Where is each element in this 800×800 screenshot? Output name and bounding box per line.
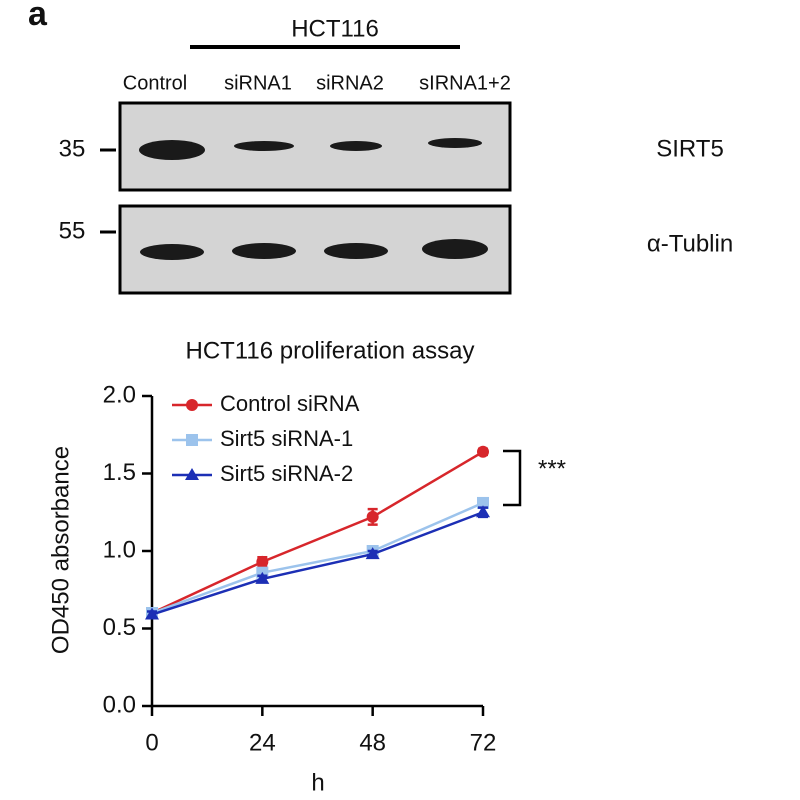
x-axis-label: h	[311, 769, 324, 796]
x-tick-label: 0	[145, 729, 158, 756]
legend-label: Sirt5 siRNA-2	[220, 461, 353, 486]
mw-marker: 55	[59, 217, 86, 244]
protein-label: α-Tublin	[647, 230, 733, 257]
series-line	[151, 450, 484, 615]
x-tick-label: 24	[249, 729, 276, 756]
y-tick-label: 1.5	[103, 459, 136, 486]
y-axis-label: OD450 absorbance	[47, 446, 74, 654]
chart-title: HCT116 proliferation assay	[185, 337, 474, 364]
x-tick-label: 48	[359, 729, 386, 756]
series-line	[151, 501, 484, 615]
y-tick-label: 0.5	[103, 614, 136, 641]
data-point	[366, 510, 379, 523]
legend-marker	[186, 434, 198, 446]
protein-label: SIRT5	[656, 135, 724, 162]
data-point	[477, 496, 489, 509]
y-tick-label: 2.0	[103, 381, 136, 408]
y-tick-label: 0.0	[103, 691, 136, 718]
significance-bracket	[503, 449, 522, 507]
x-tick-label: 72	[470, 729, 497, 756]
data-point	[477, 445, 489, 458]
legend-marker	[185, 468, 199, 480]
panel-label: a	[28, 0, 48, 33]
cell-line: HCT116	[291, 15, 379, 42]
y-tick-label: 1.0	[103, 536, 136, 563]
lane-label: siRNA1	[224, 72, 292, 94]
data-point	[256, 555, 269, 568]
bands	[139, 138, 488, 260]
legend-marker	[186, 399, 198, 411]
legend-label: Control siRNA	[220, 391, 360, 416]
data-point	[145, 607, 159, 620]
lane-label: Control	[123, 72, 187, 94]
series-line	[151, 511, 484, 616]
lane-label: sIRNA1+2	[419, 72, 511, 94]
annotation: ***	[538, 455, 566, 482]
data-point	[365, 547, 380, 560]
mw-marker: 35	[59, 135, 86, 162]
legend-label: Sirt5 siRNA-1	[220, 426, 353, 451]
lane-label: siRNA2	[316, 72, 384, 94]
data-point	[476, 505, 490, 518]
data-point	[255, 571, 270, 584]
